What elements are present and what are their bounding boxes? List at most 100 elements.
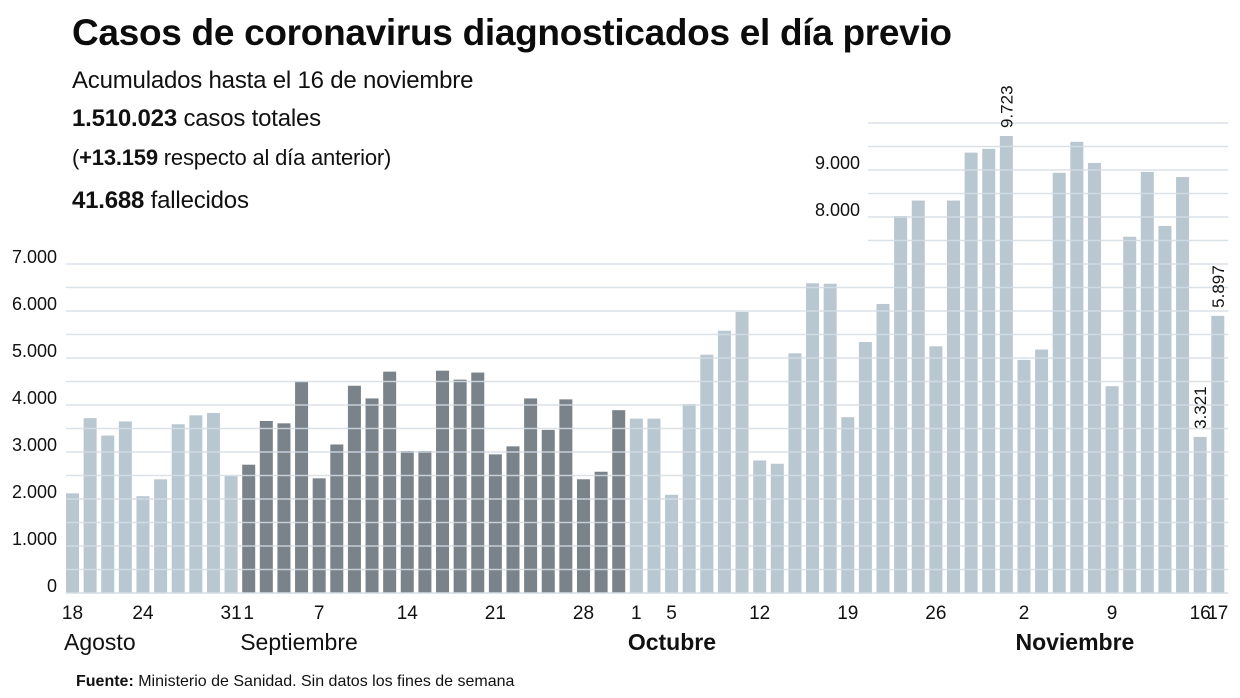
bar-4-nov	[1052, 172, 1066, 593]
x-tick-label: 18	[62, 603, 83, 624]
bar-17-sep	[453, 379, 467, 593]
deaths-value: 41.688	[72, 187, 145, 214]
x-tick-label: 9	[1107, 603, 1118, 624]
bar-20-oct	[858, 342, 872, 593]
y-tick-label: 6.000	[12, 294, 57, 314]
bar-31-ago	[224, 475, 238, 593]
bar-14-oct	[788, 353, 802, 593]
source-label: Fuente:	[76, 673, 134, 690]
bar-13-oct	[770, 463, 784, 593]
bar-10-nov	[1123, 236, 1137, 594]
bar-9-nov	[1105, 386, 1119, 593]
bar-30-sep	[612, 410, 626, 593]
bar-19-oct	[841, 417, 855, 593]
x-tick-label: 19	[837, 603, 858, 624]
y-axis-ticks: 0 1.000 2.000 3.000 4.000 5.000 6.000 7.000 8.00…	[12, 153, 860, 596]
x-tick-label: 31	[221, 603, 242, 624]
bar-12-nov	[1158, 225, 1172, 593]
bar-17-nov	[1211, 315, 1225, 593]
bar-29-oct	[982, 148, 996, 593]
bar-23-sep	[524, 398, 538, 593]
gridlines-group	[66, 122, 1229, 594]
bar-29-sep	[594, 471, 608, 593]
x-tick-label: 21	[485, 603, 506, 624]
bar-26-oct	[929, 346, 943, 593]
bar-7-sep	[312, 478, 326, 593]
deaths-label: fallecidos	[144, 187, 249, 214]
daily-delta: (+13.159 respecto al día anterior)	[72, 145, 391, 171]
x-tick-label: 26	[925, 603, 946, 624]
source-note: Fuente: Ministerio de Sanidad. Sin datos…	[76, 673, 514, 691]
bar-27-oct	[947, 200, 960, 594]
delta-open: (	[72, 145, 80, 170]
y-tick-label: 9.000	[815, 153, 860, 173]
bar-11-nov	[1140, 171, 1154, 593]
bar-26-ago	[171, 424, 185, 593]
total-cases: 1.510.023 casos totales	[72, 105, 321, 133]
bar-5-nov	[1070, 141, 1084, 594]
bar-7-oct	[700, 354, 714, 593]
x-tick-label: 7	[314, 603, 325, 624]
bar-8-sep	[330, 444, 344, 593]
bar-3-nov	[1035, 349, 1049, 593]
bar-8-oct	[717, 330, 731, 593]
bar-5-oct	[665, 494, 679, 593]
x-tick-label: 17	[1207, 603, 1228, 624]
total-cases-label: casos totales	[176, 105, 321, 132]
bar-19-ago	[83, 418, 97, 593]
x-tick-label: 14	[397, 603, 419, 624]
bar-11-sep	[383, 371, 397, 593]
bar-22-sep	[506, 446, 520, 593]
bar-28-oct	[964, 152, 978, 594]
value-annotation: 9.723	[997, 85, 1016, 128]
month-label: Octubre	[628, 629, 716, 655]
bar-18-ago	[66, 493, 79, 593]
month-label: Agosto	[64, 629, 136, 655]
bar-24-sep	[541, 429, 555, 593]
source-text: Ministerio de Sanidad. Sin datos los fin…	[133, 673, 515, 690]
bar-27-ago	[189, 415, 203, 593]
bar-10-sep	[365, 398, 379, 593]
value-annotation: 3.321	[1191, 386, 1210, 429]
y-tick-label: 4.000	[12, 388, 57, 408]
bar-25-sep	[559, 399, 573, 593]
bar-4-sep	[295, 381, 309, 593]
bar-6-nov	[1087, 162, 1101, 593]
bar-16-sep	[436, 370, 450, 593]
value-annotations: 9.723 3.321 5.897	[997, 85, 1227, 428]
y-tick-label: 8.000	[815, 200, 860, 220]
bar-23-oct	[911, 200, 925, 594]
deaths: 41.688 fallecidos	[72, 187, 249, 215]
bars-group	[66, 136, 1225, 594]
month-labels: Agosto Septiembre Octubre Noviembre	[64, 629, 1134, 655]
bar-9-sep	[347, 385, 361, 593]
x-tick-label: 16	[1190, 603, 1211, 624]
month-label: Septiembre	[240, 629, 358, 655]
x-tick-label: 12	[749, 603, 770, 624]
bar-15-oct	[806, 283, 820, 593]
value-annotation: 5.897	[1209, 265, 1228, 308]
bar-25-ago	[154, 479, 168, 593]
delta-label: respecto al día anterior)	[157, 145, 392, 170]
bar-24-ago	[136, 496, 150, 593]
bar-3-sep	[277, 423, 291, 593]
chart-title: Casos de coronavirus diagnosticados el d…	[72, 12, 952, 53]
x-tick-label: 5	[666, 603, 677, 624]
bar-2-oct	[647, 418, 661, 593]
x-tick-label: 28	[573, 603, 594, 624]
y-tick-label: 2.000	[12, 482, 57, 502]
x-tick-label: 1	[631, 603, 642, 624]
bar-16-oct	[823, 283, 837, 593]
bar-2-nov	[1017, 359, 1031, 593]
bar-30-oct	[999, 136, 1013, 594]
y-tick-label: 0	[47, 576, 57, 596]
subtitle: Acumulados hasta el 16 de noviembre	[72, 67, 474, 94]
x-tick-label: 2	[1019, 603, 1030, 624]
bar-28-sep	[576, 479, 590, 593]
x-tick-label: 1	[243, 603, 254, 624]
bar-21-oct	[876, 303, 890, 593]
bar-2-sep	[259, 420, 273, 593]
bar-21-sep	[488, 454, 502, 593]
